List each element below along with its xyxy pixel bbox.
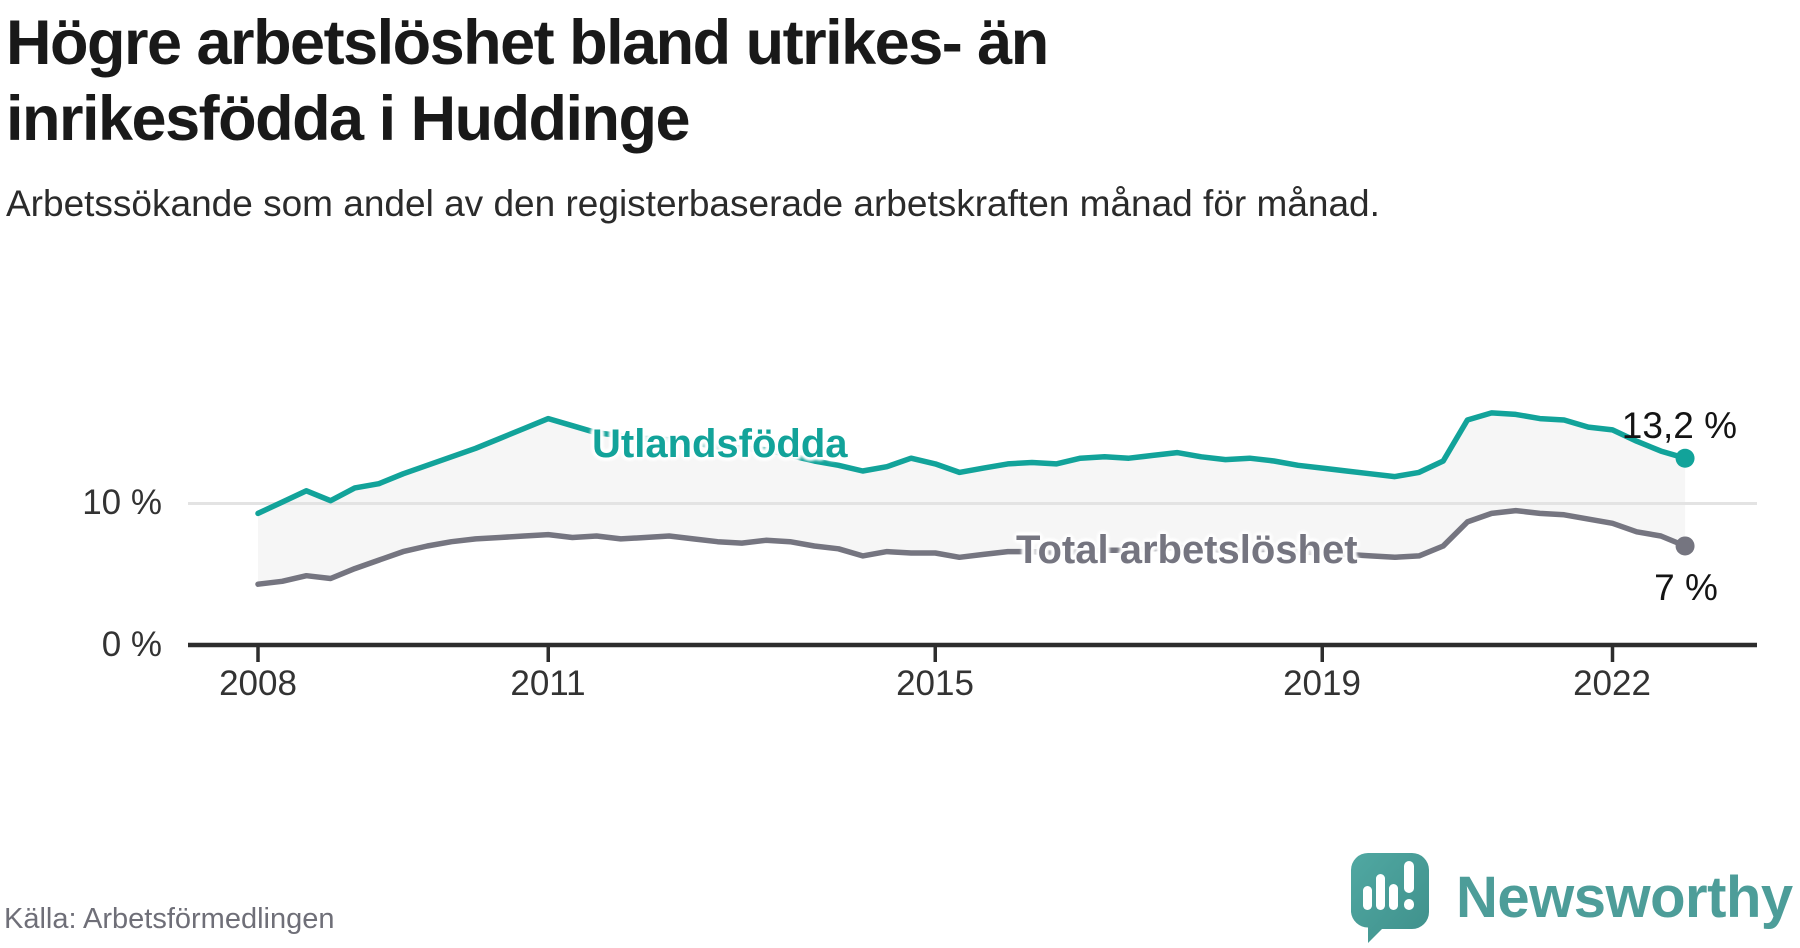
y-tick-label-0: 0 %: [101, 625, 162, 664]
source-note: Källa: Arbetsförmedlingen: [4, 903, 335, 935]
x-tick-label-2011: 2011: [510, 664, 586, 703]
x-tick-label-2015: 2015: [896, 664, 974, 703]
page-title: Högre arbetslöshet bland utrikes- än inr…: [6, 8, 1049, 154]
series-label-total-arbetsloshet: Total arbetslöshet: [1016, 528, 1358, 572]
end-value-utlandsfodda: 13,2 %: [1621, 405, 1737, 446]
end-value-total: 7 %: [1654, 567, 1718, 608]
y-tick-label-10: 10 %: [82, 483, 162, 522]
series-end-dot-total: [1675, 536, 1695, 556]
series-line-utlandsfodda: [255, 410, 1688, 517]
fill-between-series: [258, 412, 1686, 585]
x-tick-label-2008: 2008: [219, 664, 297, 703]
x-tick-label-2022: 2022: [1573, 664, 1651, 703]
page-subtitle: Arbetssökande som andel av den registerb…: [6, 183, 1380, 224]
series-label-utlandsfodda: Utlandsfödda: [592, 422, 848, 466]
newsworthy-logo-icon: [1351, 853, 1429, 943]
series-line-total: [255, 507, 1688, 587]
series-end-dot-utlandsfodda: [1675, 448, 1695, 468]
brand-name: Newsworthy: [1456, 865, 1793, 930]
x-tick-label-2019: 2019: [1283, 664, 1361, 703]
brand-lockup: Newsworthy: [1350, 852, 1793, 944]
